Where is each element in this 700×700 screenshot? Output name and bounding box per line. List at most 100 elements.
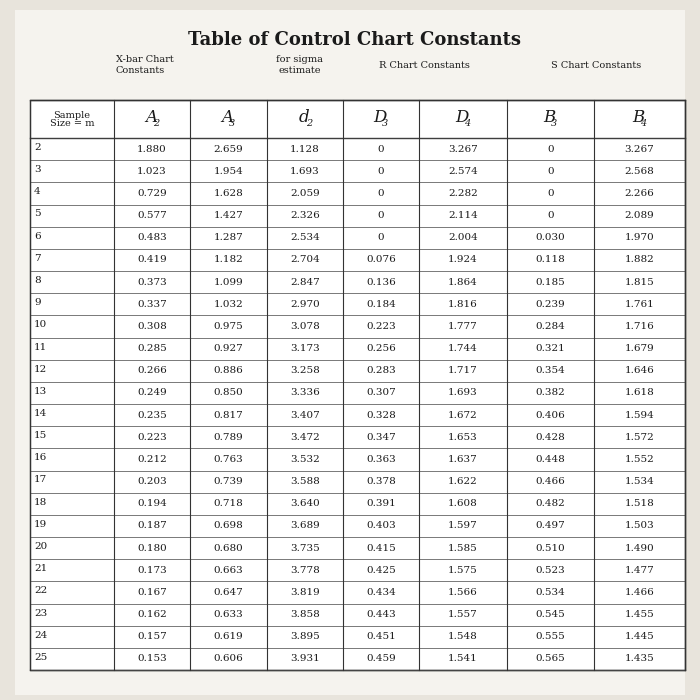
Text: 3: 3: [34, 165, 41, 174]
Text: X-bar Chart
Constants: X-bar Chart Constants: [116, 55, 174, 76]
Text: 1.716: 1.716: [624, 322, 654, 331]
Text: 1.608: 1.608: [448, 499, 478, 508]
Text: 0.223: 0.223: [137, 433, 167, 442]
Text: 9: 9: [34, 298, 41, 307]
Text: 1.575: 1.575: [448, 566, 478, 575]
Text: 0.510: 0.510: [536, 544, 565, 552]
Text: 1.924: 1.924: [448, 256, 478, 265]
Text: 0.283: 0.283: [366, 366, 396, 375]
Text: 3.078: 3.078: [290, 322, 320, 331]
Text: 0.212: 0.212: [137, 455, 167, 464]
Text: 14: 14: [34, 409, 48, 418]
Text: 2.574: 2.574: [448, 167, 478, 176]
Text: 0: 0: [547, 167, 554, 176]
Text: 3: 3: [382, 118, 389, 127]
Text: 13: 13: [34, 387, 48, 395]
Text: 2.704: 2.704: [290, 256, 320, 265]
Text: 0.497: 0.497: [536, 522, 565, 531]
Text: 3.640: 3.640: [290, 499, 320, 508]
Text: 0.157: 0.157: [137, 632, 167, 641]
Text: 0.153: 0.153: [137, 654, 167, 664]
Text: 0.321: 0.321: [536, 344, 565, 353]
Text: 3.858: 3.858: [290, 610, 320, 619]
Text: 1.455: 1.455: [624, 610, 654, 619]
Text: 1.628: 1.628: [214, 189, 243, 198]
Text: 0.975: 0.975: [214, 322, 243, 331]
Text: 1.182: 1.182: [214, 256, 243, 265]
Text: 0.403: 0.403: [366, 522, 396, 531]
Text: 2.847: 2.847: [290, 278, 320, 286]
Text: 18: 18: [34, 498, 48, 507]
FancyBboxPatch shape: [30, 100, 685, 670]
Text: 0: 0: [547, 211, 554, 220]
Text: 0.337: 0.337: [137, 300, 167, 309]
Text: 1.761: 1.761: [624, 300, 654, 309]
Text: A: A: [145, 109, 157, 127]
Text: 0.448: 0.448: [536, 455, 565, 464]
FancyBboxPatch shape: [15, 10, 685, 695]
Text: 2: 2: [34, 143, 41, 152]
Text: 25: 25: [34, 653, 48, 662]
Text: S Chart Constants: S Chart Constants: [551, 60, 641, 69]
Text: 0.406: 0.406: [536, 411, 565, 419]
Text: d: d: [298, 109, 309, 127]
Text: 0.428: 0.428: [536, 433, 565, 442]
Text: 2.089: 2.089: [624, 211, 654, 220]
Text: 1.815: 1.815: [624, 278, 654, 286]
Text: 6: 6: [34, 232, 41, 241]
Text: 0.663: 0.663: [214, 566, 243, 575]
Text: 0.347: 0.347: [366, 433, 396, 442]
Text: 15: 15: [34, 431, 48, 440]
Text: 0.249: 0.249: [137, 389, 167, 398]
Text: 0.425: 0.425: [366, 566, 396, 575]
Text: 0.118: 0.118: [536, 256, 565, 265]
Text: 0.647: 0.647: [214, 588, 243, 597]
Text: 5: 5: [34, 209, 41, 218]
Text: 0: 0: [547, 145, 554, 153]
Text: A: A: [221, 109, 233, 127]
Text: 4: 4: [464, 118, 470, 127]
Text: 21: 21: [34, 564, 48, 573]
Text: 11: 11: [34, 342, 48, 351]
Text: 1.777: 1.777: [448, 322, 478, 331]
Text: 0.363: 0.363: [366, 455, 396, 464]
Text: 0.284: 0.284: [536, 322, 565, 331]
Text: 4: 4: [34, 188, 41, 196]
Text: 1.622: 1.622: [448, 477, 478, 486]
Text: 0.285: 0.285: [137, 344, 167, 353]
Text: 0.443: 0.443: [366, 610, 396, 619]
Text: 1.466: 1.466: [624, 588, 654, 597]
Text: 3.689: 3.689: [290, 522, 320, 531]
Text: 0.482: 0.482: [536, 499, 565, 508]
Text: Sample: Sample: [53, 111, 90, 120]
Text: 2.114: 2.114: [448, 211, 478, 220]
Text: 0.307: 0.307: [366, 389, 396, 398]
Text: 0.235: 0.235: [137, 411, 167, 419]
Text: 0.523: 0.523: [536, 566, 565, 575]
Text: 3.931: 3.931: [290, 654, 320, 664]
Text: 1.679: 1.679: [624, 344, 654, 353]
Text: 2: 2: [306, 118, 312, 127]
Text: 1.435: 1.435: [624, 654, 654, 664]
Text: 1.672: 1.672: [448, 411, 478, 419]
Text: 22: 22: [34, 587, 48, 595]
Text: 0.419: 0.419: [137, 256, 167, 265]
Text: 1.954: 1.954: [214, 167, 243, 176]
Text: B: B: [632, 109, 645, 127]
Text: 0.308: 0.308: [137, 322, 167, 331]
Text: 0.185: 0.185: [536, 278, 565, 286]
Text: 1.503: 1.503: [624, 522, 654, 531]
Text: 12: 12: [34, 365, 48, 374]
Text: Table of Control Chart Constants: Table of Control Chart Constants: [188, 31, 522, 49]
Text: 3.267: 3.267: [448, 145, 478, 153]
Text: D: D: [374, 109, 387, 127]
Text: 2.326: 2.326: [290, 211, 320, 220]
Text: 3.532: 3.532: [290, 455, 320, 464]
Text: for sigma
estimate: for sigma estimate: [276, 55, 323, 76]
Text: 3.735: 3.735: [290, 544, 320, 552]
Text: 1.717: 1.717: [448, 366, 478, 375]
Text: 0.030: 0.030: [536, 233, 565, 242]
Text: 0.451: 0.451: [366, 632, 396, 641]
Text: 2.266: 2.266: [624, 189, 654, 198]
Text: 1.653: 1.653: [448, 433, 478, 442]
